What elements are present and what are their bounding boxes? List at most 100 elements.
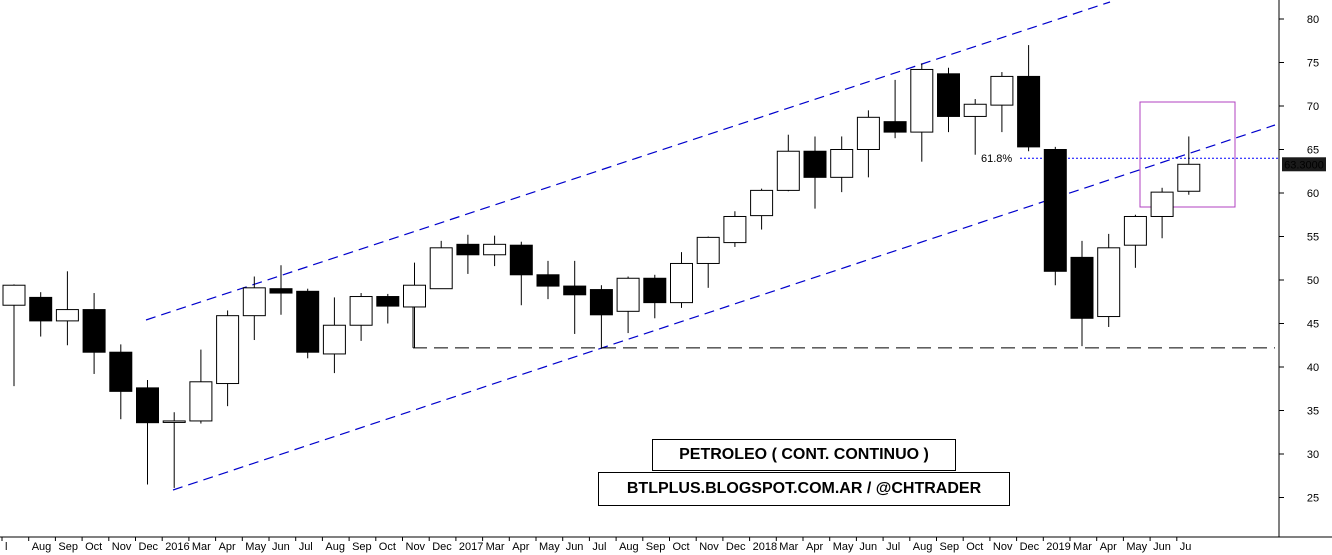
candle bbox=[616, 276, 640, 334]
candle-body-down bbox=[937, 73, 960, 117]
candle-body-up bbox=[963, 103, 987, 117]
candle bbox=[963, 99, 987, 155]
x-tick-label: Sep bbox=[352, 541, 372, 553]
candle bbox=[509, 241, 533, 306]
candle bbox=[643, 274, 667, 319]
y-tick-label: 65 bbox=[1307, 145, 1319, 157]
x-tick-label: Sep bbox=[646, 541, 666, 553]
candle-body-up bbox=[403, 284, 426, 308]
x-tick-label: Jul bbox=[592, 541, 606, 553]
x-tick-label: Dec bbox=[139, 541, 159, 553]
candle bbox=[910, 63, 934, 162]
x-tick-label: Apr bbox=[512, 541, 529, 553]
candle-body-down bbox=[376, 296, 400, 307]
candle-body-up bbox=[322, 324, 346, 355]
candle bbox=[136, 380, 159, 485]
x-tick-label: Dec bbox=[1020, 541, 1040, 553]
x-tick-label: Aug bbox=[32, 541, 52, 553]
candle-body-up bbox=[776, 150, 800, 191]
channel-upper-line bbox=[145, 1, 1111, 321]
x-tick-label: Sep bbox=[58, 541, 78, 553]
candle-body-down bbox=[269, 288, 293, 294]
candle-body-down bbox=[643, 277, 667, 304]
candle bbox=[1123, 214, 1147, 268]
candle-body-up bbox=[670, 262, 693, 304]
x-tick-label: Dec bbox=[432, 541, 452, 553]
candle-body-up bbox=[1150, 191, 1174, 217]
chart-overlays: 61.8% bbox=[145, 1, 1280, 491]
x-tick-label: 2018 bbox=[753, 541, 777, 553]
x-tick-label: Apr bbox=[1100, 541, 1117, 553]
candle bbox=[55, 271, 79, 346]
candle bbox=[1150, 187, 1174, 239]
candle-body-down bbox=[563, 285, 587, 296]
candle bbox=[403, 262, 426, 348]
y-axis: 25 30 35 40 45 50 55 60 65 70 75 80 63.3000 bbox=[1278, 0, 1326, 537]
candle-body-up bbox=[616, 277, 640, 312]
candle-body-down bbox=[536, 274, 560, 287]
x-tick-label: Jul bbox=[886, 541, 900, 553]
candle bbox=[856, 110, 880, 178]
candle bbox=[162, 412, 186, 488]
x-tick-label: Aug bbox=[913, 541, 933, 553]
candle bbox=[429, 240, 453, 290]
chart-title: PETROLEO ( CONT. CONTINUO ) bbox=[652, 439, 956, 471]
x-tick-label: Jun bbox=[1153, 541, 1171, 553]
candle bbox=[830, 136, 854, 193]
candle-body-up bbox=[830, 149, 854, 178]
x-tick-label: Apr bbox=[806, 541, 823, 553]
candle bbox=[29, 292, 53, 337]
x-tick-label: Mar bbox=[779, 541, 798, 553]
candle-body-up bbox=[349, 296, 373, 326]
chart-credit: BTLPLUS.BLOGSPOT.COM.AR / @CHTRADER bbox=[598, 472, 1010, 506]
candle bbox=[670, 252, 693, 308]
candle-body-up bbox=[429, 247, 453, 290]
candle bbox=[376, 293, 400, 324]
candle bbox=[723, 211, 747, 247]
candle bbox=[1070, 240, 1094, 347]
candle bbox=[803, 136, 827, 209]
candle-body-up bbox=[162, 420, 186, 423]
x-tick-label: Nov bbox=[993, 541, 1013, 553]
x-tick-label: May bbox=[539, 541, 560, 553]
candle-body-up bbox=[1123, 215, 1147, 246]
x-tick-label: Apr bbox=[219, 541, 236, 553]
candle-body-up bbox=[242, 287, 266, 317]
x-tick-label: Jun bbox=[859, 541, 877, 553]
candle-body-up bbox=[1097, 247, 1121, 318]
candle bbox=[696, 236, 720, 288]
candle bbox=[750, 188, 774, 230]
y-tick-label: 50 bbox=[1307, 275, 1319, 287]
candle bbox=[536, 260, 560, 300]
candle bbox=[349, 293, 373, 341]
x-tick-label: May bbox=[833, 541, 854, 553]
candle-body-down bbox=[296, 290, 320, 353]
candle bbox=[990, 72, 1014, 133]
candle bbox=[456, 234, 480, 274]
candle bbox=[1097, 233, 1121, 327]
candle bbox=[776, 134, 800, 192]
candle-body-down bbox=[509, 244, 533, 276]
x-tick-label: Jul bbox=[299, 541, 313, 553]
x-tick-label: Nov bbox=[406, 541, 426, 553]
candle bbox=[937, 67, 960, 133]
y-tick-label: 30 bbox=[1307, 449, 1319, 461]
x-tick-label: 2017 bbox=[459, 541, 483, 553]
candle bbox=[109, 344, 133, 420]
candle-body-down bbox=[1070, 256, 1094, 319]
candle bbox=[269, 265, 293, 315]
candle-body-down bbox=[803, 150, 827, 178]
candle-body-down bbox=[883, 121, 907, 133]
candle bbox=[1177, 136, 1201, 195]
candle-body-down bbox=[589, 289, 613, 316]
x-tick-label: May bbox=[245, 541, 266, 553]
last-price-tag bbox=[1282, 157, 1326, 172]
candle-body-down bbox=[1017, 75, 1041, 148]
candle bbox=[1017, 45, 1041, 152]
candle-body-up bbox=[1177, 163, 1201, 192]
x-tick-label: Aug bbox=[619, 541, 639, 553]
candle-body-down bbox=[29, 296, 53, 322]
candle bbox=[563, 260, 587, 334]
candle bbox=[82, 293, 106, 374]
candle-body-down bbox=[456, 243, 480, 256]
